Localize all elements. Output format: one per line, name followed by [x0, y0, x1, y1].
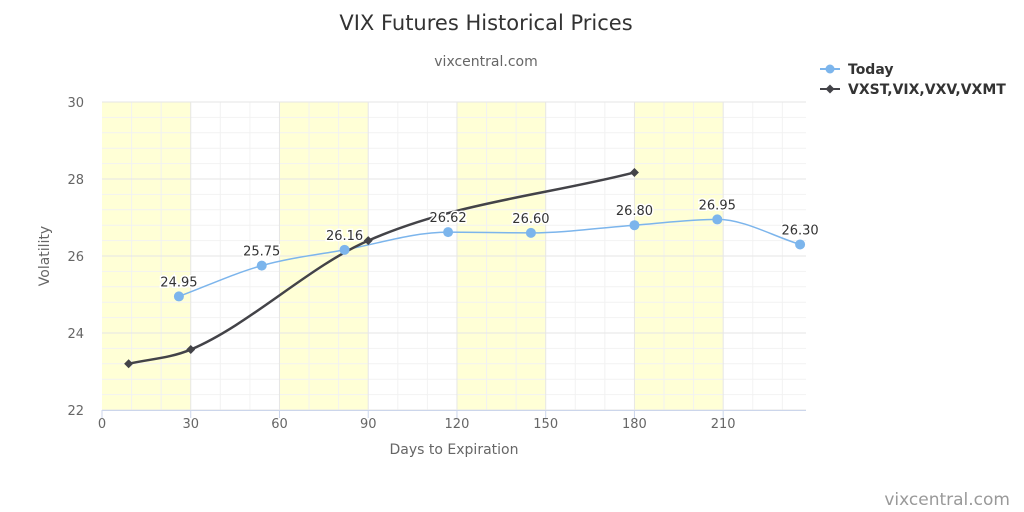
data-point-term-structure: [629, 167, 639, 177]
legend-item-term-structure[interactable]: VXST,VIX,VXV,VXMT: [820, 82, 1006, 98]
data-point-today: [712, 214, 723, 225]
x-tick-label: 90: [360, 417, 377, 432]
legend-item-today[interactable]: Today: [820, 62, 893, 78]
x-tick-label: 120: [445, 417, 470, 432]
data-label-today: 26.62: [429, 211, 466, 226]
y-tick-label: 22: [67, 404, 84, 419]
chart-subtitle: vixcentral.com: [434, 54, 537, 70]
chart-title: VIX Futures Historical Prices: [339, 11, 632, 35]
data-point-today: [525, 227, 536, 238]
data-labels: 24.95 25.75 26.16 26.62 26.60 26.80 26.95 26.30: [159, 197, 820, 292]
x-tick-label: 150: [533, 417, 558, 432]
legend: Today VXST,VIX,VXV,VXMT: [820, 62, 1006, 98]
data-point-today: [629, 220, 640, 231]
x-tick-label: 0: [98, 417, 106, 432]
data-label-today: 25.75: [243, 245, 280, 260]
data-label-today: 26.60: [512, 212, 549, 227]
series-line-today: [178, 218, 801, 298]
grid: [102, 101, 806, 411]
legend-circle-marker: [825, 64, 835, 74]
y-tick-label: 26: [67, 250, 84, 265]
data-point-term-structure: [124, 359, 134, 369]
x-tick-label: 30: [182, 417, 199, 432]
series: [124, 167, 806, 369]
credits-link[interactable]: vixcentral.com: [884, 490, 1010, 510]
x-tick-label: 210: [711, 417, 736, 432]
legend-label-today: Today: [848, 62, 893, 78]
series-line-term-structure: [128, 171, 635, 366]
data-point-today: [256, 260, 267, 271]
x-axis-title: Days to Expiration: [390, 442, 519, 458]
data-label-today: 26.16: [326, 229, 363, 244]
legend-label-term-structure: VXST,VIX,VXV,VXMT: [848, 82, 1006, 98]
y-axis-title: Volatility: [37, 226, 53, 286]
y-tick-label: 24: [67, 327, 84, 342]
y-tick-label: 30: [67, 96, 84, 111]
x-tick-label: 60: [271, 417, 288, 432]
data-label-today: 26.95: [699, 198, 736, 213]
data-label-today: 26.80: [616, 204, 653, 219]
data-label-today: 26.30: [781, 223, 818, 238]
data-label-today: 24.95: [160, 275, 197, 290]
data-point-today: [173, 291, 184, 302]
data-point-today: [443, 227, 454, 238]
axes: 0 30 60 90 120 150 180 210 22 24 26 28 30: [67, 96, 806, 432]
data-point-term-structure: [186, 345, 196, 355]
x-tick-label: 180: [622, 417, 647, 432]
data-point-today: [339, 244, 350, 255]
data-point-term-structure: [363, 236, 373, 246]
y-tick-label: 28: [67, 173, 84, 188]
legend-diamond-marker: [825, 84, 835, 94]
data-point-today: [795, 239, 806, 250]
